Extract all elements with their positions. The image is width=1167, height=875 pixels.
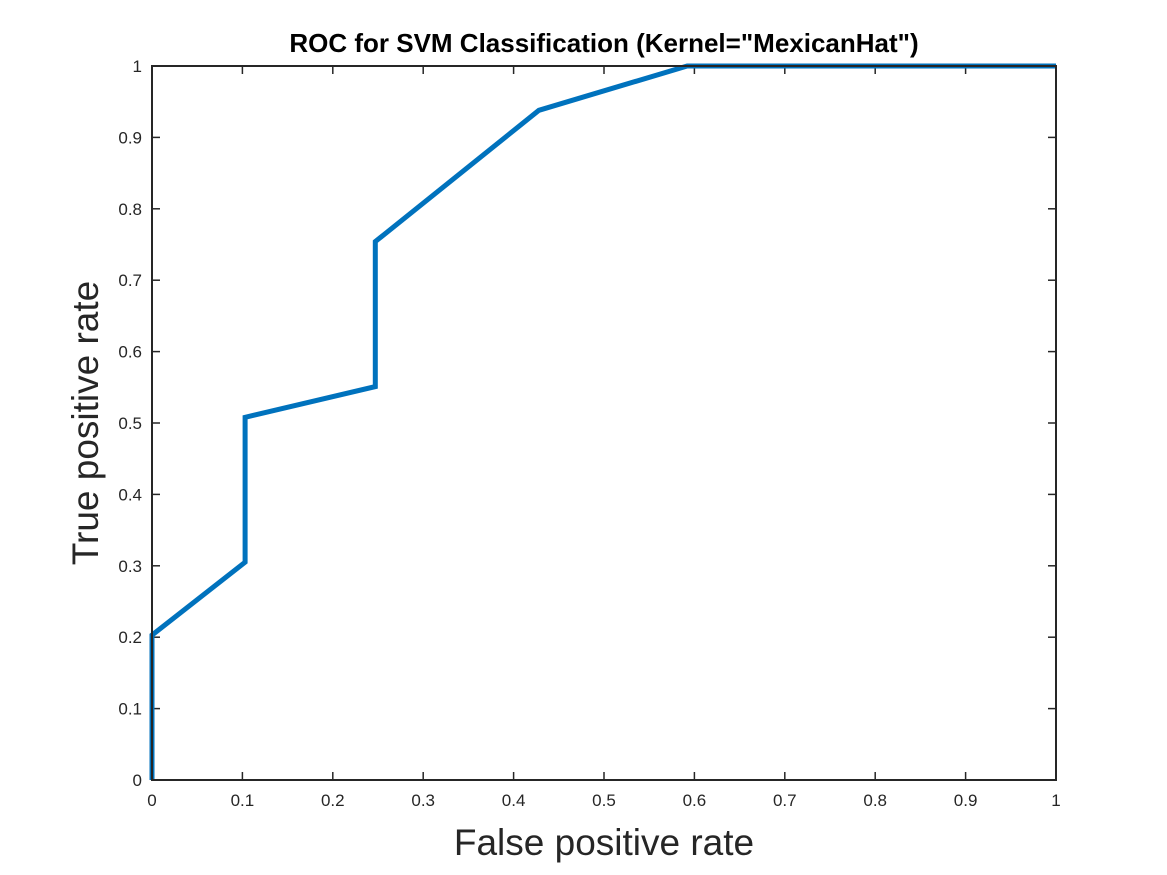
y-tick-label: 0.2 [118,628,142,647]
x-tick-label: 0.7 [773,791,797,810]
x-tick-label: 0.3 [411,791,435,810]
y-tick-label: 0.6 [118,343,142,362]
axes-box [151,65,1057,781]
y-tick-label: 0.9 [118,128,142,147]
y-axis-label: True positive rate [65,281,106,565]
x-tick-label: 1 [1051,791,1060,810]
roc-curve-line [149,63,1056,780]
x-tick-label: 0.5 [592,791,616,810]
x-tick-label: 0.4 [502,791,526,810]
y-tick-label: 0.4 [118,485,142,504]
y-tick-label: 0.8 [118,200,142,219]
y-tick-label: 0.7 [118,271,142,290]
x-tick-label: 0.2 [321,791,345,810]
y-tick-label: 0 [133,771,142,790]
y-tick-label: 0.5 [118,414,142,433]
y-axis-ticks: 0 0.1 0.2 0.3 0.4 0.5 0.6 0.7 0.8 0.9 1 [118,57,1056,790]
y-tick-label: 1 [133,57,142,76]
x-tick-label: 0.1 [231,791,255,810]
y-tick-label: 0.1 [118,700,142,719]
plot-area [152,66,1056,780]
x-axis-ticks: 0 0.1 0.2 0.3 0.4 0.5 0.6 0.7 0.8 0.9 1 [147,66,1061,810]
x-tick-label: 0.9 [954,791,978,810]
x-tick-label: 0.8 [863,791,887,810]
x-axis-label: False positive rate [454,822,754,863]
x-tick-label: 0.6 [683,791,707,810]
x-tick-label: 0 [147,791,156,810]
chart-title: ROC for SVM Classification (Kernel="Mexi… [289,28,918,58]
y-tick-label: 0.3 [118,557,142,576]
